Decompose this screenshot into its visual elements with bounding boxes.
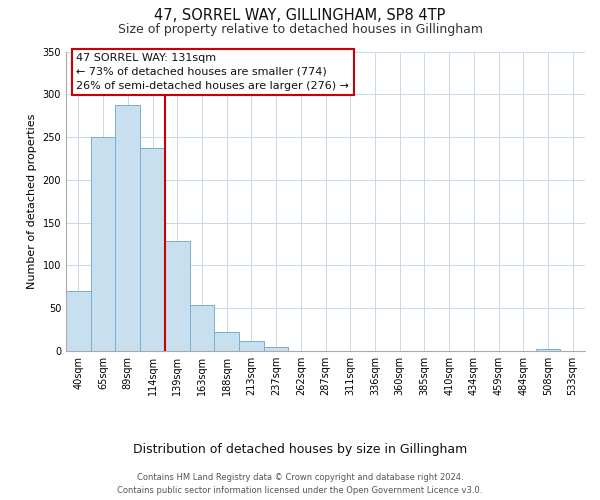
- Bar: [536, 349, 560, 351]
- Text: 47, SORREL WAY, GILLINGHAM, SP8 4TP: 47, SORREL WAY, GILLINGHAM, SP8 4TP: [154, 8, 446, 22]
- Bar: [214, 332, 239, 351]
- Bar: [165, 242, 190, 351]
- Y-axis label: Number of detached properties: Number of detached properties: [27, 114, 37, 289]
- Text: Distribution of detached houses by size in Gillingham: Distribution of detached houses by size …: [133, 442, 467, 456]
- Bar: [115, 106, 140, 351]
- Text: 47 SORREL WAY: 131sqm
← 73% of detached houses are smaller (774)
26% of semi-det: 47 SORREL WAY: 131sqm ← 73% of detached …: [76, 53, 349, 91]
- Bar: [239, 342, 264, 351]
- Bar: [91, 137, 115, 351]
- Text: Contains HM Land Registry data © Crown copyright and database right 2024.
Contai: Contains HM Land Registry data © Crown c…: [118, 474, 482, 495]
- Bar: [190, 304, 214, 351]
- Bar: [66, 291, 91, 351]
- Text: Size of property relative to detached houses in Gillingham: Size of property relative to detached ho…: [118, 22, 482, 36]
- Bar: [140, 148, 165, 351]
- Bar: [264, 348, 289, 351]
